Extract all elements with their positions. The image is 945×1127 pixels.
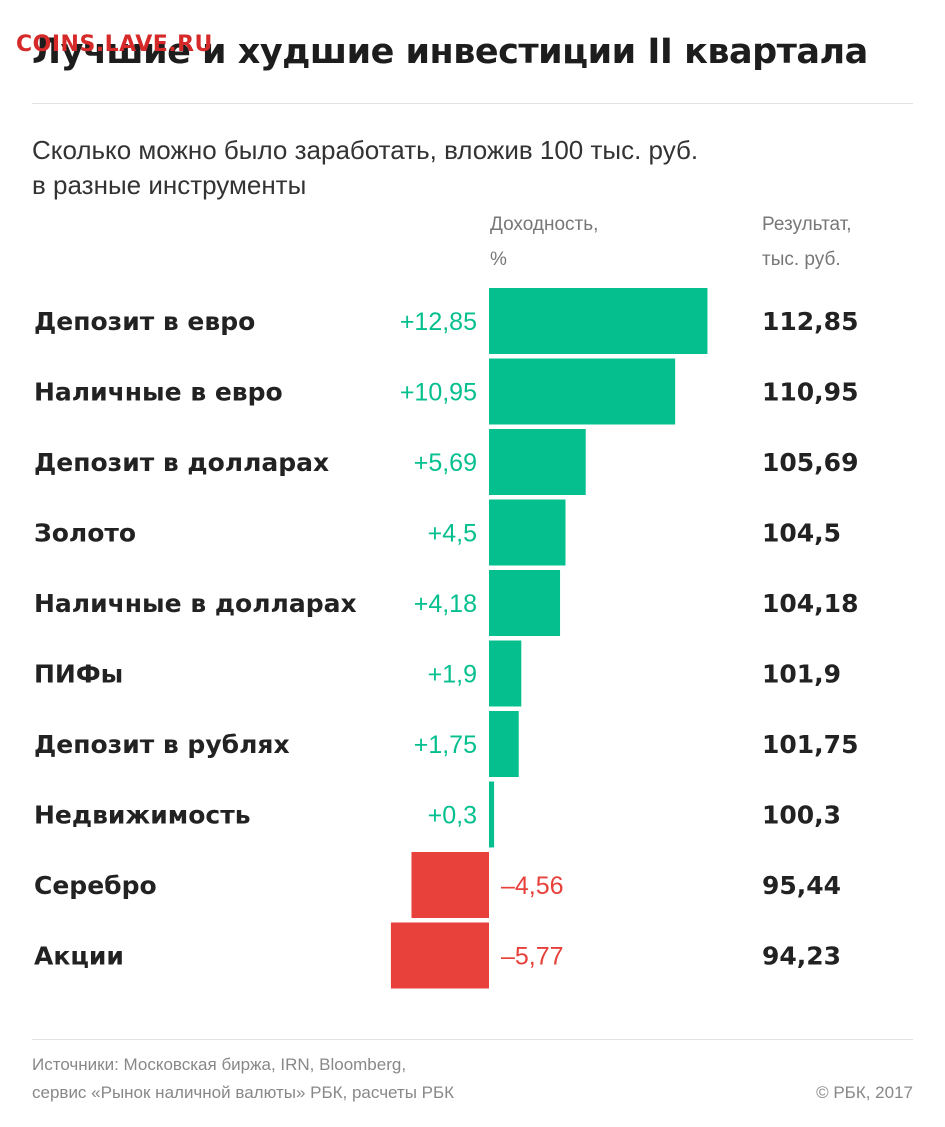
category-label: Депозит в долларах: [34, 448, 329, 477]
data-label: –4,56: [501, 872, 564, 900]
data-label: +1,75: [414, 731, 477, 759]
sources-line: сервис «Рынок наличной валюты» РБК, расч…: [32, 1083, 455, 1102]
data-label: +10,95: [400, 379, 477, 407]
bar: [489, 429, 586, 495]
result-header-line: тыс. руб.: [762, 249, 841, 270]
data-label: –5,77: [501, 943, 564, 971]
yield-column-header: Доходность, %: [490, 207, 598, 277]
sources-note: Источники: Московская биржа, IRN, Bloomb…: [32, 1051, 454, 1107]
category-label: Серебро: [34, 871, 157, 900]
bar: [489, 781, 495, 848]
watermark: COINS.LAVE.RU: [16, 32, 213, 57]
footer-divider: [32, 1039, 913, 1040]
subtitle-line: в разные инструменты: [32, 170, 307, 200]
bar: [489, 711, 519, 777]
chart-title: Лучшие и худшие инвестиции II квартала: [32, 32, 868, 72]
bar: [489, 499, 566, 566]
result-value: 95,44: [762, 871, 841, 900]
result-value: 100,3: [762, 801, 841, 830]
data-label: +5,69: [414, 449, 477, 477]
data-label: +4,5: [428, 520, 477, 548]
bar: [411, 852, 489, 918]
result-value: 94,23: [762, 942, 841, 971]
bar: [489, 640, 522, 707]
bar-chart: Депозит в евро +12,85 112,85 Наличные в евр…: [34, 288, 858, 989]
result-value: 101,75: [762, 730, 858, 759]
category-label: Наличные в долларах: [34, 589, 357, 618]
result-header-line: Результат,: [762, 214, 852, 235]
result-value: 104,5: [762, 519, 841, 548]
category-label: Акции: [34, 942, 124, 971]
chart-subtitle: Сколько можно было заработать, вложив 10…: [32, 133, 892, 203]
category-label: Депозит в евро: [34, 307, 255, 336]
yield-header-line: Доходность,: [490, 214, 599, 235]
category-label: Депозит в рублях: [34, 730, 290, 759]
bar: [390, 922, 489, 989]
title-divider: [32, 103, 913, 104]
bar: [489, 358, 676, 425]
category-label: Наличные в евро: [34, 378, 283, 407]
subtitle-line: Сколько можно было заработать, вложив 10…: [32, 135, 699, 165]
yield-header-line: %: [490, 249, 507, 270]
bar: [489, 570, 561, 636]
bar: [489, 288, 708, 354]
data-label: +0,3: [428, 802, 477, 830]
copyright: © РБК, 2017: [816, 1083, 913, 1102]
result-value: 110,95: [762, 378, 858, 407]
result-column-header: Результат, тыс. руб.: [762, 207, 852, 277]
data-label: +1,9: [428, 661, 477, 689]
category-label: ПИФы: [34, 660, 123, 689]
result-value: 104,18: [762, 589, 858, 618]
result-value: 105,69: [762, 448, 858, 477]
data-label: +4,18: [414, 590, 477, 618]
result-value: 101,9: [762, 660, 841, 689]
data-label: +12,85: [400, 308, 477, 336]
result-value: 112,85: [762, 307, 858, 336]
category-label: Недвижимость: [34, 801, 251, 830]
sources-line: Источники: Московская биржа, IRN, Bloomb…: [32, 1055, 407, 1074]
category-label: Золото: [34, 519, 136, 548]
